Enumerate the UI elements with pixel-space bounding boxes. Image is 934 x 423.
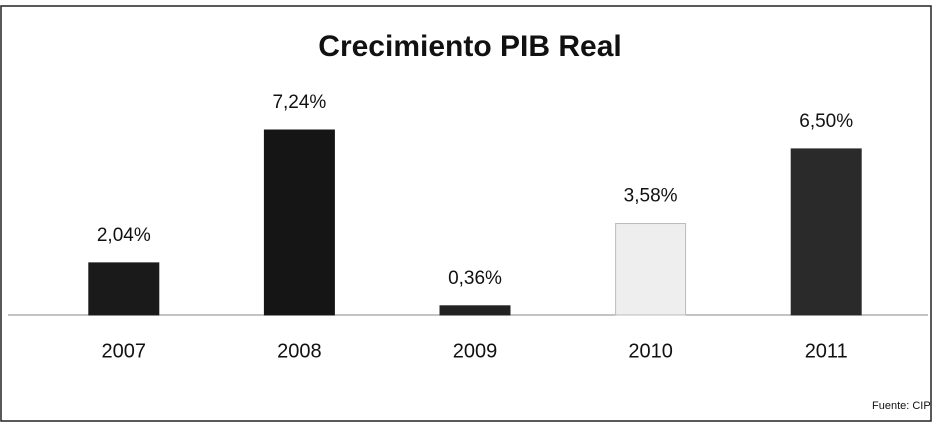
value-label: 6,50% [799, 111, 853, 132]
value-label: 2,04% [97, 225, 151, 246]
x-tick-label: 2007 [102, 340, 147, 362]
value-label: 7,24% [272, 92, 326, 113]
value-label: 3,58% [624, 186, 678, 207]
bar [790, 148, 862, 316]
value-label: 0,36% [448, 268, 502, 289]
chart-frame [0, 5, 932, 422]
bar [88, 262, 160, 316]
source-note: Fuente: CIP [872, 400, 931, 412]
x-tick-label: 2009 [453, 340, 498, 362]
chart-title: Crecimiento PIB Real [318, 30, 621, 63]
bar [615, 223, 687, 316]
bar [263, 129, 335, 316]
x-tick-label: 2011 [805, 340, 848, 362]
bar [439, 305, 511, 316]
x-tick-label: 2008 [277, 340, 322, 362]
x-tick-label: 2010 [628, 340, 673, 362]
